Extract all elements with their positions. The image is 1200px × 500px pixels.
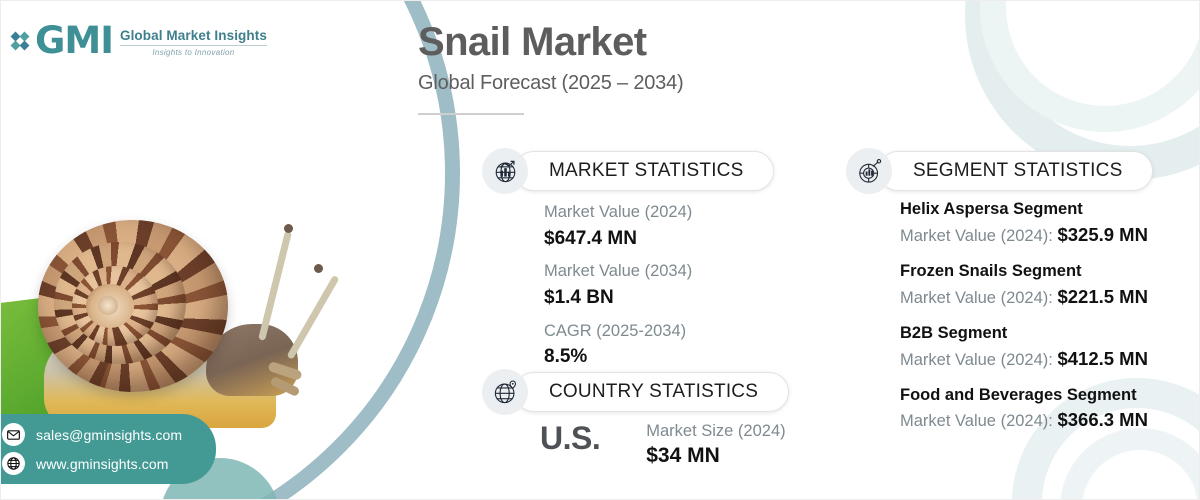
country-stat-value: $34 MN — [646, 444, 720, 468]
segment-name: Helix Aspersa Segment — [900, 200, 1083, 218]
market-stat-row: Market Value (2034) $1.4 BN — [544, 259, 692, 311]
market-stat-label: CAGR (2025-2034) — [544, 321, 687, 340]
country-statistics-label: COUNTRY STATISTICS — [514, 372, 790, 412]
segment-item: Frozen Snails Segment Market Value (2024… — [900, 260, 1148, 311]
segment-item: Helix Aspersa Segment Market Value (2024… — [900, 198, 1148, 249]
segment-value: $325.9 MN — [1057, 223, 1148, 245]
country-name: U.S. — [540, 420, 601, 456]
segment-value-line: Market Value (2024): $221.5 MN — [900, 284, 1148, 311]
segment-item: B2B Segment Market Value (2024): $412.5 … — [900, 322, 1148, 373]
contact-email-text: sales@gminsights.com — [36, 426, 183, 443]
country-statistics-heading: COUNTRY STATISTICS — [482, 369, 790, 415]
segment-value-line: Market Value (2024): $325.9 MN — [900, 222, 1148, 249]
contact-website-text: www.gminsights.com — [36, 455, 169, 472]
shell-whorl-center — [98, 296, 118, 315]
segment-name: B2B Segment — [900, 323, 1008, 342]
market-stat-row: Market Value (2024) $647.4 MN — [544, 200, 692, 252]
segment-value: $221.5 MN — [1057, 285, 1148, 307]
market-stat-label: Market Value (2034) — [544, 262, 693, 281]
segment-value-line: Market Value (2024): $366.3 MN — [900, 407, 1148, 434]
segment-value-label: Market Value (2024): — [900, 412, 1053, 431]
page-title: Snail Market — [418, 20, 647, 64]
logo-mark: GMI — [35, 19, 114, 62]
segment-statistics-label: SEGMENT STATISTICS — [878, 151, 1154, 191]
segment-value-label: Market Value (2024): — [900, 288, 1053, 307]
envelope-icon — [2, 423, 25, 446]
country-stat-label: Market Size (2024) — [646, 422, 786, 440]
segment-name: Food and Beverages Segment — [900, 385, 1137, 404]
snail-tentacle-left — [258, 230, 292, 341]
country-value-block: Market Size (2024) $34 MN — [646, 420, 785, 471]
globe-bar-chart-icon — [482, 148, 528, 194]
segment-name: Frozen Snails Segment — [900, 261, 1082, 280]
segment-value-label: Market Value (2024): — [900, 350, 1053, 369]
segment-item: Food and Beverages Segment Market Value … — [900, 384, 1148, 435]
segment-value-line: Market Value (2024): $412.5 MN — [900, 346, 1148, 373]
market-statistics-list: Market Value (2024) $647.4 MN Market Val… — [544, 200, 692, 378]
logo-tagline: Insights to Innovation — [152, 48, 235, 57]
market-statistics-label: MARKET STATISTICS — [514, 151, 775, 191]
snail-tentacle-right — [286, 274, 340, 360]
logo-text-block: Global Market Insights Insights to Innov… — [119, 24, 267, 57]
market-stat-value: 8.5% — [544, 346, 588, 368]
snail-shell — [38, 220, 228, 392]
market-stat-value: $647.4 MN — [544, 227, 637, 249]
globe-pin-icon — [482, 369, 528, 415]
page-subtitle: Global Forecast (2025 – 2034) — [418, 72, 684, 94]
logo-company-name: Global Market Insights — [119, 28, 267, 43]
country-statistics-block: U.S. Market Size (2024) $34 MN — [540, 420, 786, 471]
segment-value: $366.3 MN — [1057, 409, 1148, 431]
contact-bar: sales@gminsights.com www.gminsights.com — [0, 414, 217, 484]
snail-photo — [0, 186, 352, 456]
pie-chart-arrow-icon — [846, 148, 892, 194]
market-stat-label: Market Value (2024) — [544, 203, 693, 221]
logo-diamond-icon — [10, 31, 30, 50]
snail-eye-right — [314, 264, 323, 273]
header-block: Snail Market Global Forecast (2025 – 203… — [418, 20, 684, 115]
contact-email-row[interactable]: sales@gminsights.com — [2, 423, 182, 446]
market-stat-value: $1.4 BN — [544, 287, 614, 309]
segment-statistics-list: Helix Aspersa Segment Market Value (2024… — [900, 198, 1148, 445]
contact-website-row[interactable]: www.gminsights.com — [2, 452, 182, 475]
gmi-logo[interactable]: GMI Global Market Insights Insights to I… — [10, 19, 267, 62]
market-stat-row: CAGR (2025-2034) 8.5% — [544, 319, 692, 371]
market-statistics-heading: MARKET STATISTICS — [482, 148, 775, 194]
title-divider — [418, 113, 524, 115]
globe-icon — [2, 452, 25, 475]
segment-value-label: Market Value (2024): — [900, 226, 1053, 245]
logo-divider — [119, 45, 267, 46]
segment-statistics-heading: SEGMENT STATISTICS — [846, 148, 1154, 194]
snail-eye-left — [284, 224, 293, 233]
segment-value: $412.5 MN — [1057, 347, 1148, 369]
